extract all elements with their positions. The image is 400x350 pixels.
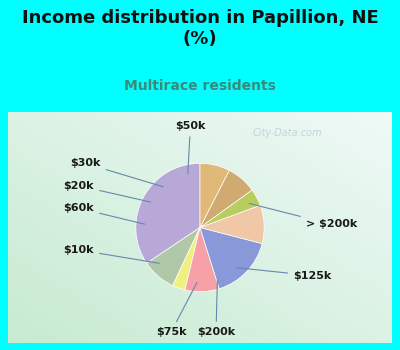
Wedge shape — [200, 163, 229, 228]
Text: $20k: $20k — [64, 181, 151, 202]
Wedge shape — [147, 228, 200, 286]
Text: $10k: $10k — [64, 245, 159, 263]
Text: $50k: $50k — [175, 121, 206, 174]
Text: $125k: $125k — [237, 268, 331, 281]
Wedge shape — [200, 228, 262, 289]
Text: $200k: $200k — [197, 280, 235, 337]
Text: $75k: $75k — [156, 282, 197, 337]
Wedge shape — [136, 163, 200, 263]
Text: $60k: $60k — [64, 203, 145, 224]
Text: Income distribution in Papillion, NE
(%): Income distribution in Papillion, NE (%) — [22, 9, 378, 48]
Text: > $200k: > $200k — [249, 203, 357, 229]
Wedge shape — [200, 205, 264, 244]
Wedge shape — [200, 170, 252, 228]
Text: Multirace residents: Multirace residents — [124, 79, 276, 93]
Wedge shape — [185, 228, 219, 292]
Text: City-Data.com: City-Data.com — [252, 128, 322, 138]
Text: $30k: $30k — [70, 158, 163, 187]
Wedge shape — [200, 190, 260, 228]
Wedge shape — [173, 228, 200, 290]
